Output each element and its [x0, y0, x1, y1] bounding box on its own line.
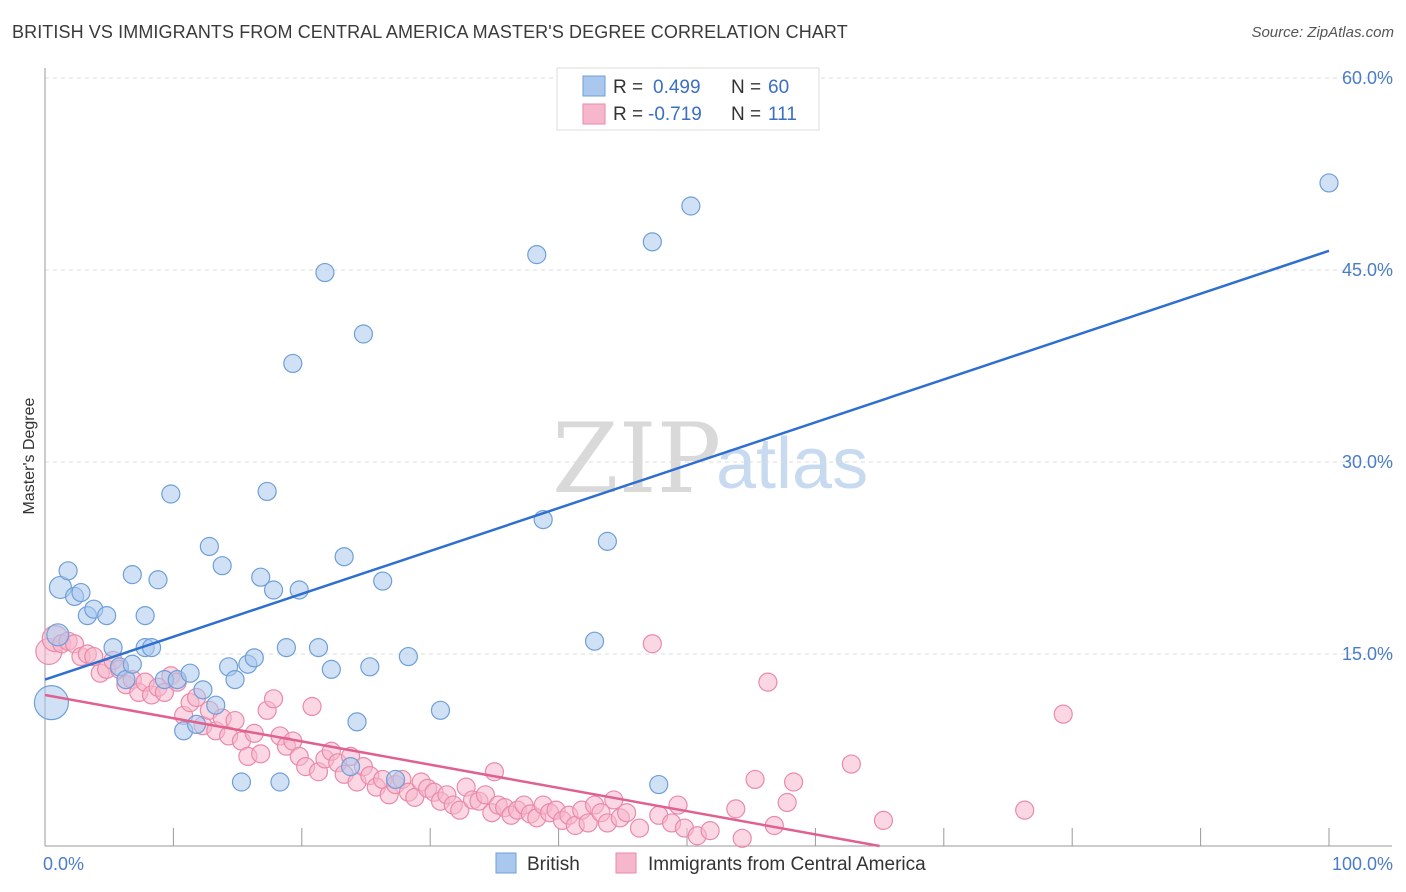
source-label: Source: ZipAtlas.com — [1251, 24, 1394, 41]
data-point-british — [360, 657, 380, 677]
watermark-zip: ZIP — [552, 403, 721, 515]
legend-r-value-immigrants: -0.719 — [648, 104, 702, 125]
data-point-british — [180, 663, 200, 683]
data-point-british — [642, 232, 662, 252]
data-point-british — [353, 324, 374, 344]
data-point-british — [244, 648, 264, 668]
legend-r-label-immigrants: R = — [613, 104, 643, 125]
data-point-immigrants — [732, 828, 752, 848]
data-point-british — [212, 556, 232, 576]
british-points — [33, 173, 1339, 795]
data-point-british — [398, 646, 418, 667]
trend-line-immigrants — [44, 693, 880, 848]
y-tick-label: 30.0% — [1342, 452, 1393, 472]
data-point-british — [225, 669, 245, 690]
bottom-legend-swatch-british — [495, 852, 517, 874]
data-point-british — [97, 605, 117, 626]
trend-lines — [44, 249, 1330, 848]
data-point-immigrants — [1015, 800, 1035, 820]
data-point-immigrants — [1053, 704, 1073, 724]
chart-title: BRITISH VS IMMIGRANTS FROM CENTRAL AMERI… — [12, 22, 848, 42]
top-legend: R = 0.499 N = 60 R = -0.719 N = 111 — [556, 67, 820, 131]
data-point-british — [58, 561, 78, 581]
y-tick-label: 45.0% — [1342, 260, 1393, 280]
data-point-british — [315, 262, 335, 283]
y-tick-labels: 15.0% 30.0% 45.0% 60.0% — [1342, 68, 1393, 664]
y-axis-label: Master's Degree — [21, 397, 38, 514]
data-point-british — [527, 245, 547, 265]
data-point-british — [193, 680, 213, 700]
data-point-immigrants — [745, 769, 765, 790]
bottom-legend-british: British — [527, 854, 580, 875]
x-tick-label-left: 0.0% — [43, 854, 84, 874]
data-point-immigrants — [225, 710, 245, 731]
data-point-british — [122, 654, 142, 674]
legend-swatch-british — [582, 75, 606, 97]
legend-n-label-british: N = — [731, 77, 761, 98]
data-point-immigrants — [777, 792, 797, 813]
data-point-immigrants — [450, 800, 470, 820]
data-point-british — [283, 353, 303, 374]
data-point-immigrants — [263, 689, 284, 709]
data-point-british — [340, 757, 361, 777]
data-point-immigrants — [758, 672, 778, 692]
data-point-british — [148, 570, 168, 590]
data-point-british — [334, 547, 354, 567]
trend-line-british — [44, 249, 1330, 681]
data-point-british — [373, 571, 393, 591]
data-point-british — [584, 631, 605, 651]
data-point-british — [46, 623, 70, 647]
data-point-british — [206, 695, 226, 715]
data-point-british — [71, 582, 91, 603]
data-point-immigrants — [629, 818, 650, 838]
data-point-british — [681, 196, 701, 216]
data-point-immigrants — [251, 744, 271, 764]
data-point-british — [122, 565, 142, 585]
legend-r-label-british: R = — [613, 77, 643, 98]
data-point-british — [385, 769, 406, 790]
data-point-british — [257, 481, 277, 502]
data-point-immigrants — [578, 813, 598, 833]
data-point-british — [308, 637, 329, 658]
watermark-atlas: atlas — [716, 424, 868, 504]
data-point-british — [1319, 173, 1339, 193]
data-point-immigrants — [302, 696, 322, 717]
data-point-immigrants — [783, 772, 804, 792]
legend-n-value-immigrants: 111 — [768, 104, 797, 125]
watermark: ZIP atlas — [552, 403, 868, 515]
data-point-british — [135, 605, 155, 626]
data-point-british — [430, 700, 451, 720]
data-point-british — [270, 772, 290, 792]
data-point-immigrants — [873, 810, 894, 831]
data-point-british — [347, 712, 367, 732]
data-point-british — [251, 567, 271, 587]
x-tick-label-right: 100.0% — [1332, 854, 1393, 874]
data-point-immigrants — [726, 799, 746, 819]
bottom-legend-swatch-immigrants — [615, 852, 637, 874]
data-point-british — [231, 772, 252, 792]
data-point-immigrants — [617, 803, 637, 823]
data-point-british — [161, 484, 181, 504]
y-tick-label: 60.0% — [1342, 68, 1393, 88]
legend-n-label-immigrants: N = — [731, 104, 761, 125]
data-point-british — [321, 659, 341, 679]
legend-n-value-british: 60 — [768, 77, 789, 98]
data-point-british — [199, 536, 219, 557]
y-tick-label: 15.0% — [1342, 644, 1393, 664]
immigrants-points — [35, 625, 1073, 848]
data-point-british — [33, 685, 70, 721]
data-point-british — [649, 774, 669, 795]
legend-swatch-immigrants — [582, 103, 606, 125]
data-point-british — [276, 637, 296, 658]
data-point-immigrants — [642, 634, 662, 654]
data-point-immigrants — [700, 821, 720, 841]
legend-r-value-british: 0.499 — [653, 77, 701, 98]
bottom-legend: British Immigrants from Central America — [495, 852, 926, 875]
bottom-legend-immigrants: Immigrants from Central America — [648, 854, 926, 875]
data-point-immigrants — [475, 785, 496, 805]
data-point-british — [597, 531, 617, 551]
data-point-british — [263, 580, 284, 600]
data-point-immigrants — [841, 754, 861, 774]
